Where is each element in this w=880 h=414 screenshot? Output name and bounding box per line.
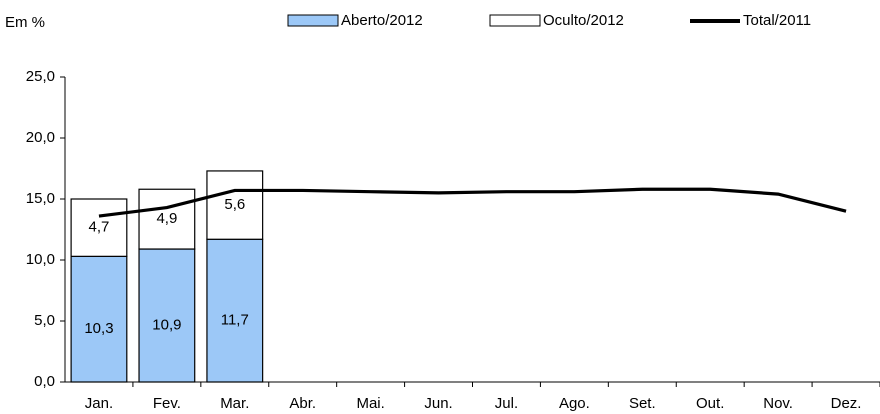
y-tick-label: 0,0 xyxy=(34,373,55,390)
y-tick-label: 5,0 xyxy=(34,312,55,329)
x-tick-label: Ago. xyxy=(559,395,590,412)
x-tick-label: Out. xyxy=(696,395,724,412)
legend-swatch xyxy=(287,14,339,27)
y-tick-label: 10,0 xyxy=(26,251,55,268)
x-tick-label: Mar. xyxy=(220,395,249,412)
x-tick-label: Jan. xyxy=(85,395,113,412)
x-tick-label: Nov. xyxy=(763,395,793,412)
legend-label: Aberto/2012 xyxy=(341,12,423,29)
bar-segment xyxy=(138,248,196,383)
bar-segment xyxy=(70,198,128,257)
bar-segment xyxy=(138,188,196,250)
y-tick-label: 15,0 xyxy=(26,190,55,207)
legend-swatch xyxy=(489,14,541,27)
line xyxy=(98,187,847,218)
x-tick-label: Jun. xyxy=(424,395,452,412)
x-tick-label: Mai. xyxy=(356,395,384,412)
y-tick-label: 25,0 xyxy=(26,68,55,85)
x-tick-label: Jul. xyxy=(495,395,518,412)
bar-segment xyxy=(206,170,264,240)
x-tick-label: Fev. xyxy=(153,395,181,412)
y-tick-label: 20,0 xyxy=(26,129,55,146)
x-tick-label: Abr. xyxy=(289,395,316,412)
value-label: 5,6 xyxy=(224,196,245,213)
x-tick-label: Dez. xyxy=(831,395,862,412)
legend-label: Total/2011 xyxy=(743,12,811,29)
value-label: 4,9 xyxy=(156,210,177,227)
x-tick-label: Set. xyxy=(629,395,656,412)
bar-segment xyxy=(206,238,264,383)
legend-label: Oculto/2012 xyxy=(543,12,624,29)
value-label: 10,3 xyxy=(84,320,113,337)
y-axis-label: Em % xyxy=(5,14,45,31)
value-label: 4,7 xyxy=(89,219,110,236)
value-label: 11,7 xyxy=(221,312,249,329)
value-label: 10,9 xyxy=(152,316,181,333)
